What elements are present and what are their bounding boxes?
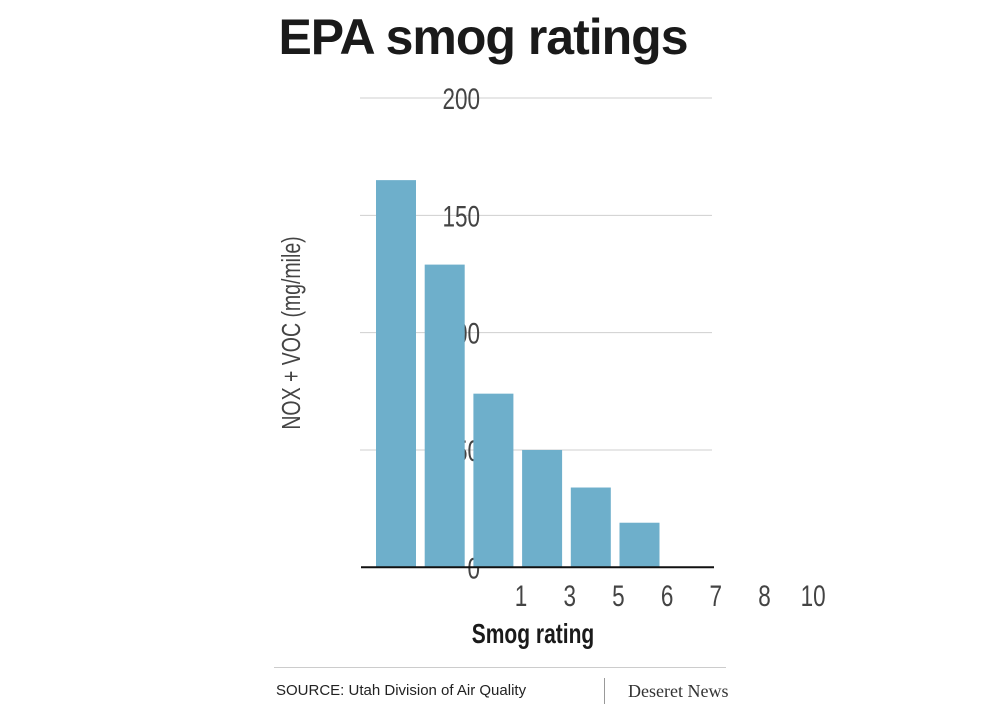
brand-divider [604, 678, 605, 704]
x-tick-label: 6 [661, 579, 674, 613]
x-axis-title: Smog rating [472, 619, 594, 650]
bar-6 [522, 449, 563, 568]
brand-logo: Deseret News [628, 681, 729, 701]
bar-3 [424, 264, 465, 568]
x-tick-label: 8 [758, 579, 771, 613]
bar-1 [376, 180, 416, 568]
y-axis-title: NOX + VOC (mg/mile) [276, 236, 305, 429]
bar-5 [473, 393, 514, 568]
x-tick-label: 1 [515, 579, 528, 613]
bar-8 [619, 522, 660, 568]
x-tick-label: 3 [563, 579, 576, 613]
chart-title: EPA smog ratings [278, 9, 688, 65]
source-note: SOURCE: Utah Division of Air Quality [276, 682, 527, 699]
x-tick-label: 7 [710, 579, 723, 613]
bar-7 [570, 487, 611, 568]
y-tick-label: 200 [442, 82, 480, 116]
x-tick-label: 5 [612, 579, 625, 613]
x-tick-label: 10 [801, 579, 826, 613]
footer-divider [274, 667, 726, 668]
y-tick-label: 150 [442, 199, 480, 233]
